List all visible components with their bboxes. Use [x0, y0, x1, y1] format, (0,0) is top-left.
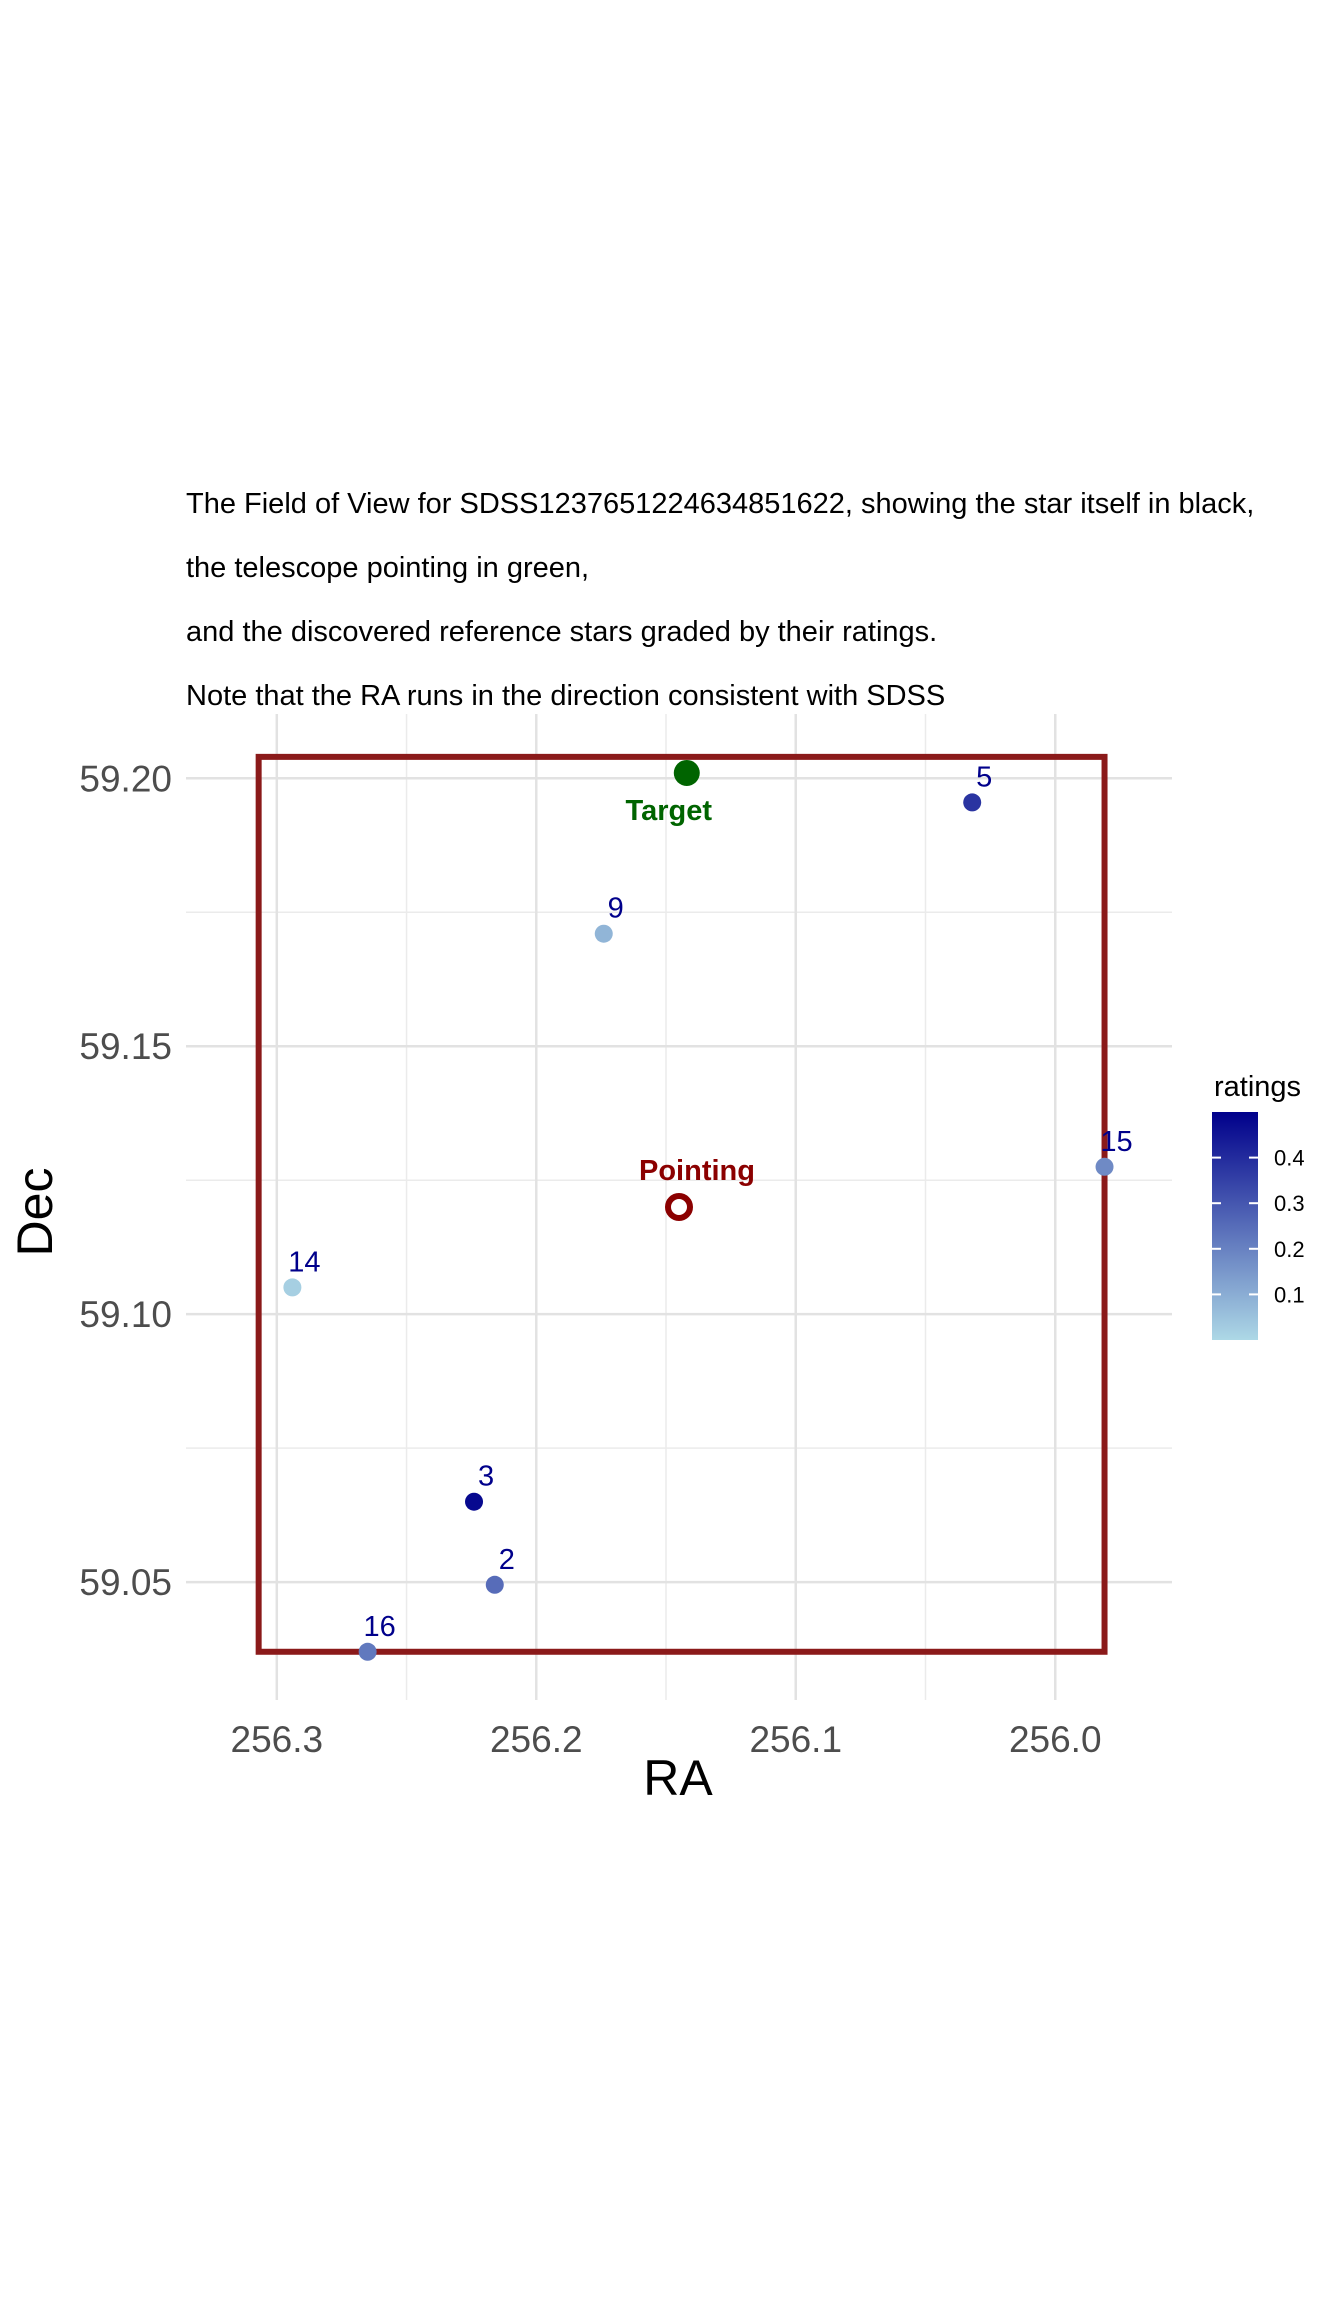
reference-star-label: 9 — [608, 893, 624, 925]
reference-star-point — [465, 1492, 484, 1511]
reference-star-label: 15 — [1100, 1126, 1132, 1158]
reference-star-point — [283, 1278, 302, 1297]
title-line-1: The Field of View for SDSS12376512246348… — [186, 488, 1255, 520]
title-line-4: Note that the RA runs in the direction c… — [186, 680, 946, 712]
reference-star-label: 2 — [499, 1544, 515, 1576]
colorbar-tick-label: 0.3 — [1274, 1191, 1305, 1216]
pointing-marker — [665, 1193, 693, 1221]
target-point — [673, 759, 700, 786]
colorbar-gradient — [1212, 1112, 1258, 1340]
colorbar-tick-label: 0.4 — [1274, 1146, 1305, 1171]
reference-star-point — [485, 1575, 504, 1594]
target-label: Target — [626, 795, 713, 827]
title-line-2: the telescope pointing in green, — [186, 552, 590, 584]
field-of-view-box — [255, 753, 1108, 1655]
reference-star-label: 3 — [478, 1461, 494, 1493]
y-tick-label: 59.20 — [79, 758, 172, 799]
chart-title: The Field of View for SDSS12376512246348… — [186, 472, 1306, 728]
legend-title: ratings — [1214, 1071, 1301, 1103]
labels-layer: 5 9 15 14 3 2 16 Target Pointing — [288, 761, 1132, 1642]
y-axis-title: Dec — [7, 1168, 63, 1257]
x-tick-label: 256.0 — [1009, 1719, 1102, 1760]
colorbar-tick-label: 0.1 — [1274, 1282, 1305, 1307]
axes-layer: 256.3 256.2 256.1 256.0 59.05 59.10 59.15 59.20 — [79, 758, 1101, 1760]
x-tick-label: 256.3 — [231, 1719, 324, 1760]
y-tick-label: 59.05 — [79, 1562, 172, 1603]
reference-star-point — [963, 793, 982, 812]
points-layer — [283, 759, 1114, 1661]
reference-star-point — [358, 1642, 377, 1661]
colorbar-legend: ratings 0.1 0.2 0.3 0.4 — [1212, 1071, 1305, 1340]
y-tick-label: 59.10 — [79, 1294, 172, 1335]
x-tick-label: 256.2 — [490, 1719, 583, 1760]
reference-star-label: 16 — [363, 1611, 395, 1643]
reference-star-point — [594, 924, 613, 943]
field-box-layer — [255, 753, 1108, 1655]
title-line-3: and the discovered reference stars grade… — [186, 616, 938, 648]
x-axis-title: RA — [643, 1750, 713, 1806]
pointing-label: Pointing — [639, 1155, 755, 1187]
x-tick-label: 256.1 — [749, 1719, 842, 1760]
reference-star-label: 5 — [976, 761, 992, 793]
reference-star-label: 14 — [288, 1246, 320, 1278]
colorbar-tick-label: 0.2 — [1274, 1237, 1305, 1262]
reference-star-point — [1095, 1157, 1114, 1176]
y-tick-label: 59.15 — [79, 1026, 172, 1067]
